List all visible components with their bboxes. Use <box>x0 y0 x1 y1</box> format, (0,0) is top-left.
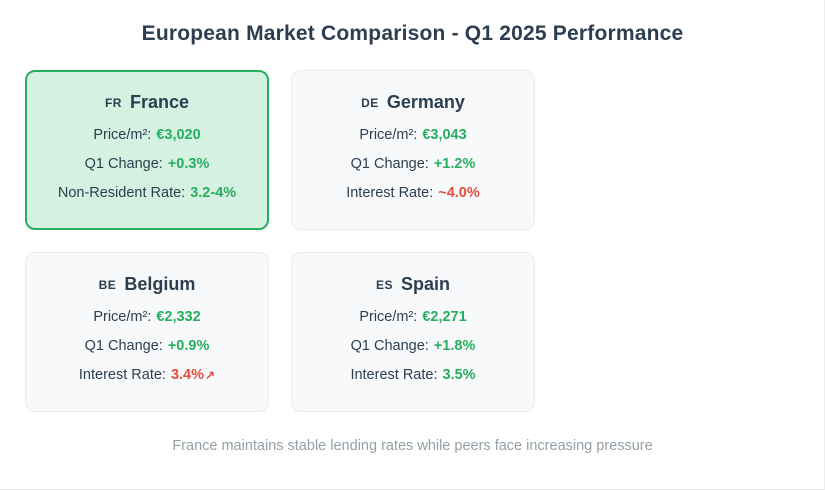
country-code: BE <box>98 278 117 293</box>
stat-label: Q1 Change: <box>350 338 429 355</box>
stat-value: +0.9% <box>167 338 210 355</box>
footer-note: France maintains stable lending rates wh… <box>172 438 653 454</box>
country-name: Belgium <box>124 274 196 295</box>
trend-up-icon: ↗ <box>205 367 216 382</box>
page-title: European Market Comparison - Q1 2025 Per… <box>141 22 684 45</box>
stat-label: Interest Rate: <box>350 366 438 383</box>
stat-value: ~4.0% <box>438 184 480 201</box>
stat-value: +1.8% <box>433 338 476 355</box>
stat-value: €3,020 <box>156 127 201 144</box>
price-row: Price/m²: €2,271 <box>359 308 466 327</box>
country-heading: FR France <box>105 92 189 113</box>
price-row: Price/m²: €2,332 <box>93 308 200 327</box>
stat-value: €2,332 <box>156 309 201 326</box>
rate-row: Interest Rate: 3.5% <box>350 366 475 385</box>
stat-label: Interest Rate: <box>346 184 434 201</box>
country-card-france[interactable]: FR France Price/m²: €3,020 Q1 Change: +0.3… <box>25 70 269 230</box>
country-heading: BE Belgium <box>99 274 196 295</box>
stat-label: Price/m²: <box>359 309 418 326</box>
price-row: Price/m²: €3,043 <box>359 126 466 145</box>
stat-label: Price/m²: <box>93 309 152 326</box>
country-card-spain[interactable]: ES Spain Price/m²: €2,271 Q1 Change: +1.8%… <box>291 252 535 412</box>
price-row: Price/m²: €3,020 <box>93 126 200 145</box>
country-name: Germany <box>386 92 465 113</box>
q1-change-row: Q1 Change: +1.8% <box>351 337 476 356</box>
stat-label: Q1 Change: <box>84 338 163 355</box>
stat-value: +1.2% <box>433 156 476 173</box>
stat-value: 3.2-4% <box>190 184 237 201</box>
country-card-belgium[interactable]: BE Belgium Price/m²: €2,332 Q1 Change: +0.… <box>25 252 269 412</box>
rate-row: Interest Rate: ~4.0% <box>346 184 480 203</box>
country-code: ES <box>375 278 393 293</box>
stat-value: 3.4% <box>170 366 205 383</box>
country-heading: ES Spain <box>376 274 450 295</box>
rate-row: Interest Rate: 3.4%↗ <box>79 366 215 385</box>
stat-label: Interest Rate: <box>78 366 166 383</box>
cards-grid: FR France Price/m²: €3,020 Q1 Change: +0.3… <box>0 70 825 412</box>
stat-label: Q1 Change: <box>350 156 429 173</box>
country-heading: DE Germany <box>361 92 465 113</box>
rate-row: Non-Resident Rate: 3.2-4% <box>58 184 236 203</box>
country-name: Spain <box>401 274 451 295</box>
q1-change-row: Q1 Change: +1.2% <box>351 155 476 174</box>
country-code: FR <box>104 96 122 111</box>
stat-value: +0.3% <box>167 156 210 173</box>
q1-change-row: Q1 Change: +0.3% <box>85 155 210 174</box>
q1-change-row: Q1 Change: +0.9% <box>85 337 210 356</box>
stat-label: Price/m²: <box>359 127 418 144</box>
country-name: France <box>129 92 190 113</box>
country-code: DE <box>361 96 379 111</box>
stat-label: Non-Resident Rate: <box>57 184 186 201</box>
stat-value: €3,043 <box>422 127 467 144</box>
stat-label: Q1 Change: <box>84 156 163 173</box>
country-card-germany[interactable]: DE Germany Price/m²: €3,043 Q1 Change: +1.… <box>291 70 535 230</box>
stat-label: Price/m²: <box>93 127 152 144</box>
stat-value: 3.5% <box>442 366 476 383</box>
stat-value: €2,271 <box>422 309 467 326</box>
